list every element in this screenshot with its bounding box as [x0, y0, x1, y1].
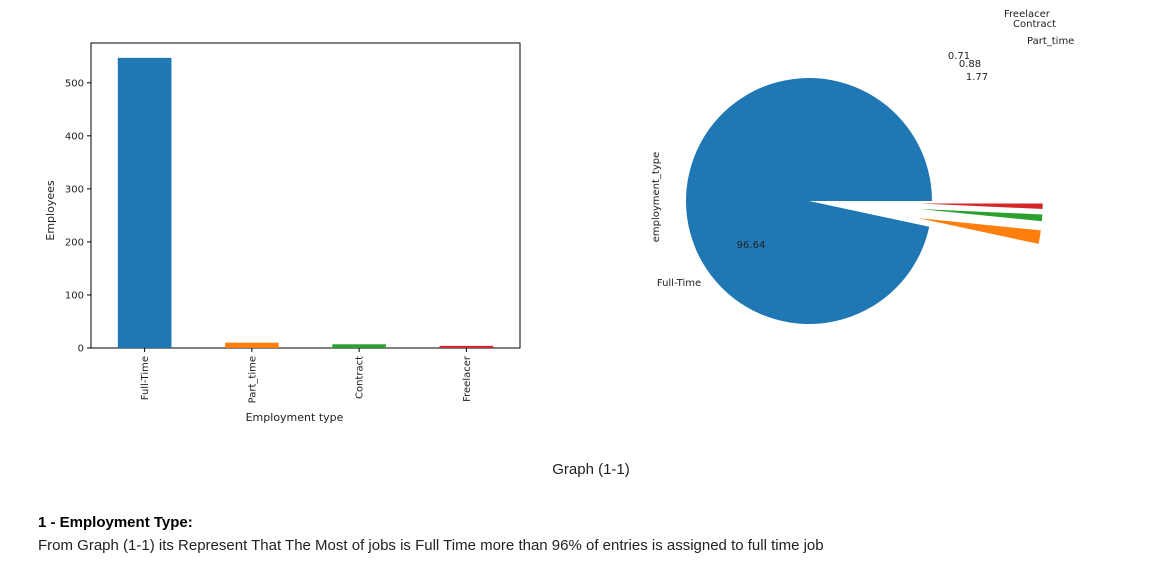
- bar-full-time: [117, 57, 172, 348]
- pie-slice-label: Full-Time: [657, 278, 701, 289]
- y-tick-label: 300: [65, 184, 84, 195]
- pie-slice-freelacer: [919, 203, 1043, 209]
- pie-slice-contract: [919, 208, 1043, 222]
- bar-freelacer: [439, 345, 494, 348]
- y-tick-label: 100: [65, 290, 84, 301]
- y-tick-label: 200: [65, 237, 84, 248]
- charts-canvas: 0 100 200 300 400 500 Full-Time Part_time Contra…: [44, 9, 1074, 424]
- x-tick-label: Full-Time: [140, 356, 151, 400]
- x-tick-label: Contract: [355, 356, 366, 399]
- y-tick-label: 0: [78, 344, 84, 355]
- y-axis-label: Employees: [44, 180, 57, 240]
- pie-slice-full-time: [686, 78, 932, 325]
- bar-contract: [332, 344, 386, 348]
- x-axis-label: Employment type: [246, 411, 344, 424]
- x-tick-label: Freelacer: [462, 355, 473, 402]
- bar-part_time: [225, 342, 279, 348]
- pie-value-label: 1.77: [966, 72, 988, 83]
- pie-slice-label: Part_time: [1027, 36, 1074, 47]
- pie-slice-label: Freelacer: [1004, 9, 1051, 20]
- pie-slice-label: Contract: [1013, 19, 1056, 30]
- pie-slice-part_time: [918, 218, 1041, 244]
- y-tick-label: 500: [65, 78, 84, 89]
- section-description: From Graph (1-1) its Represent That The …: [38, 537, 824, 554]
- pie-value-label: 96.64: [737, 240, 766, 251]
- bar-plot-frame: [90, 42, 521, 349]
- pie-axis-label: employment_type: [651, 152, 662, 243]
- graph-caption: Graph (1-1): [552, 461, 630, 478]
- pie-chart: 96.64 1.77 0.880.71 Full-Time Part_time Contr…: [651, 9, 1074, 325]
- y-tick-label: 400: [65, 131, 84, 142]
- x-tick-label: Part_time: [247, 356, 258, 403]
- section-heading: 1 - Employment Type:: [38, 514, 193, 531]
- pie-value-label: 0.71: [948, 51, 970, 62]
- pie-value-label: 0.88: [959, 59, 981, 70]
- bar-chart: 0 100 200 300 400 500 Full-Time Part_time Contra…: [44, 42, 521, 424]
